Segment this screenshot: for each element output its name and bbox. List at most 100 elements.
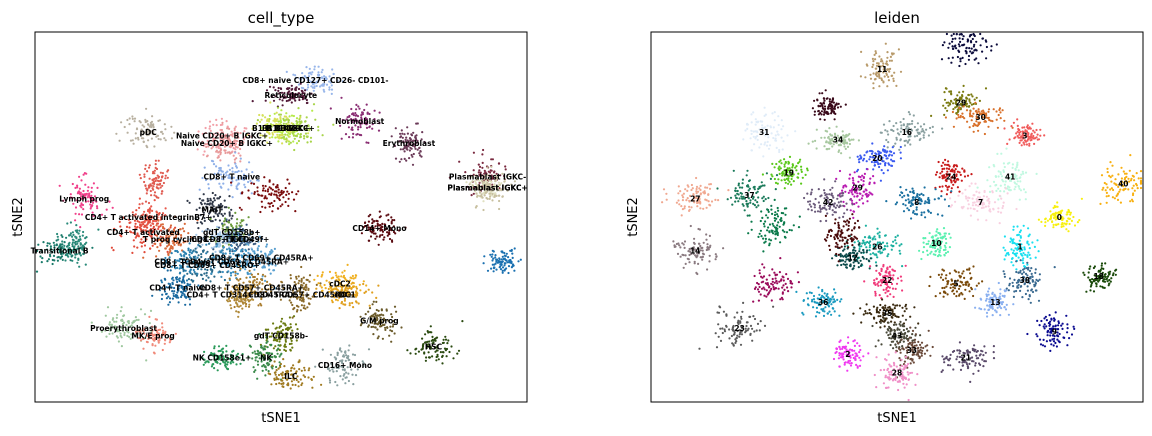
cell-type-point — [166, 176, 169, 179]
cell-type-point — [215, 124, 218, 127]
cell-type-point — [275, 193, 278, 196]
cell-type-point — [498, 258, 501, 261]
cell-type-point — [267, 188, 270, 191]
cell-type-point — [209, 280, 212, 283]
cell-type-point — [145, 187, 148, 190]
leiden-point — [931, 131, 935, 134]
cell-type-point — [335, 370, 338, 373]
cell-type-point — [59, 256, 63, 259]
leiden-point — [872, 60, 875, 63]
cell-type-point — [197, 254, 200, 257]
cell-type-point — [356, 292, 359, 295]
leiden-point — [823, 136, 826, 139]
cell-type-point — [78, 175, 81, 178]
cell-type-point — [237, 182, 240, 185]
cell-type-point — [154, 179, 157, 183]
leiden-point — [844, 147, 847, 150]
leiden-point — [977, 108, 980, 111]
cell-type-point — [387, 232, 390, 235]
cell-type-point — [272, 86, 275, 89]
cell-type-point — [360, 116, 363, 119]
cell-type-point — [178, 277, 181, 280]
cell-type-point — [139, 177, 142, 180]
leiden-point — [947, 104, 950, 107]
cell-type-point — [148, 210, 151, 213]
leiden-point — [956, 94, 959, 97]
cell-type-point — [294, 93, 297, 96]
cell-type-point — [298, 368, 301, 371]
cell-type-point — [223, 149, 226, 152]
cell-type-point — [60, 234, 63, 237]
cell-type-point — [196, 221, 199, 224]
cell-type-point — [365, 141, 368, 144]
leiden-point — [879, 60, 883, 63]
cell-type-point — [416, 122, 419, 125]
cell-type-point — [222, 246, 225, 249]
leiden-point — [767, 147, 771, 150]
cell-type-point — [118, 139, 121, 142]
cell-type-point — [304, 89, 307, 92]
cell-type-cluster-points — [251, 82, 313, 108]
cell-type-point — [104, 314, 107, 317]
cell-type-point — [307, 86, 310, 89]
cell-type-point — [355, 274, 358, 277]
cell-type-point — [362, 280, 365, 283]
cell-type-point — [489, 169, 492, 172]
cell-type-point — [275, 186, 278, 189]
cell-type-point — [145, 359, 148, 362]
cell-type-point — [329, 353, 332, 356]
cell-type-point — [83, 243, 87, 246]
leiden-point — [885, 138, 888, 142]
leiden-point — [756, 138, 759, 141]
cell-type-point — [275, 190, 278, 193]
cell-type-point — [51, 262, 54, 266]
cell-type-point — [295, 310, 299, 313]
cell-type-point — [409, 352, 412, 355]
leiden-point — [896, 128, 899, 131]
cell-type-point — [292, 73, 295, 76]
cell-type-point — [412, 131, 415, 134]
cell-type-point — [334, 271, 337, 274]
cell-type-point — [247, 189, 250, 192]
cell-type-point — [389, 325, 392, 328]
cell-type-point — [278, 113, 281, 116]
leiden-point — [1030, 133, 1033, 136]
cell-type-point — [320, 76, 324, 79]
cell-type-point — [350, 119, 353, 123]
cell-type-point — [230, 217, 233, 220]
cell-type-point — [261, 194, 264, 197]
cell-type-point — [149, 189, 152, 193]
cell-type-point — [346, 357, 349, 360]
leiden-point — [957, 116, 960, 119]
cell-type-point — [322, 84, 325, 87]
cell-type-point — [228, 127, 231, 130]
cell-type-point — [231, 248, 234, 251]
cell-type-point — [244, 299, 247, 302]
cell-type-point — [240, 219, 243, 222]
cell-type-point — [490, 165, 493, 168]
cell-type-point — [283, 91, 286, 95]
cell-type-point — [152, 123, 155, 126]
leiden-point — [755, 120, 758, 123]
cell-type-point — [154, 344, 157, 347]
cell-type-point — [228, 277, 231, 280]
cell-type-point — [224, 151, 227, 155]
leiden-point — [1029, 139, 1032, 142]
cell-type-point — [304, 307, 307, 310]
leiden-point — [823, 145, 826, 148]
cell-type-point — [436, 353, 439, 356]
cell-type-point — [288, 143, 291, 146]
cell-type-point — [153, 199, 156, 202]
cell-type-point — [257, 245, 260, 248]
leiden-point — [876, 62, 879, 65]
cell-type-point — [261, 369, 264, 372]
cell-type-point — [444, 338, 448, 341]
cell-type-point — [369, 235, 373, 238]
cell-type-point — [223, 278, 226, 282]
cell-type-point — [511, 252, 514, 255]
cell-type-point — [223, 212, 226, 215]
cell-type-point — [286, 134, 289, 137]
cell-type-point — [113, 320, 116, 323]
cell-type-point — [227, 164, 230, 167]
cell-type-point — [290, 88, 293, 91]
